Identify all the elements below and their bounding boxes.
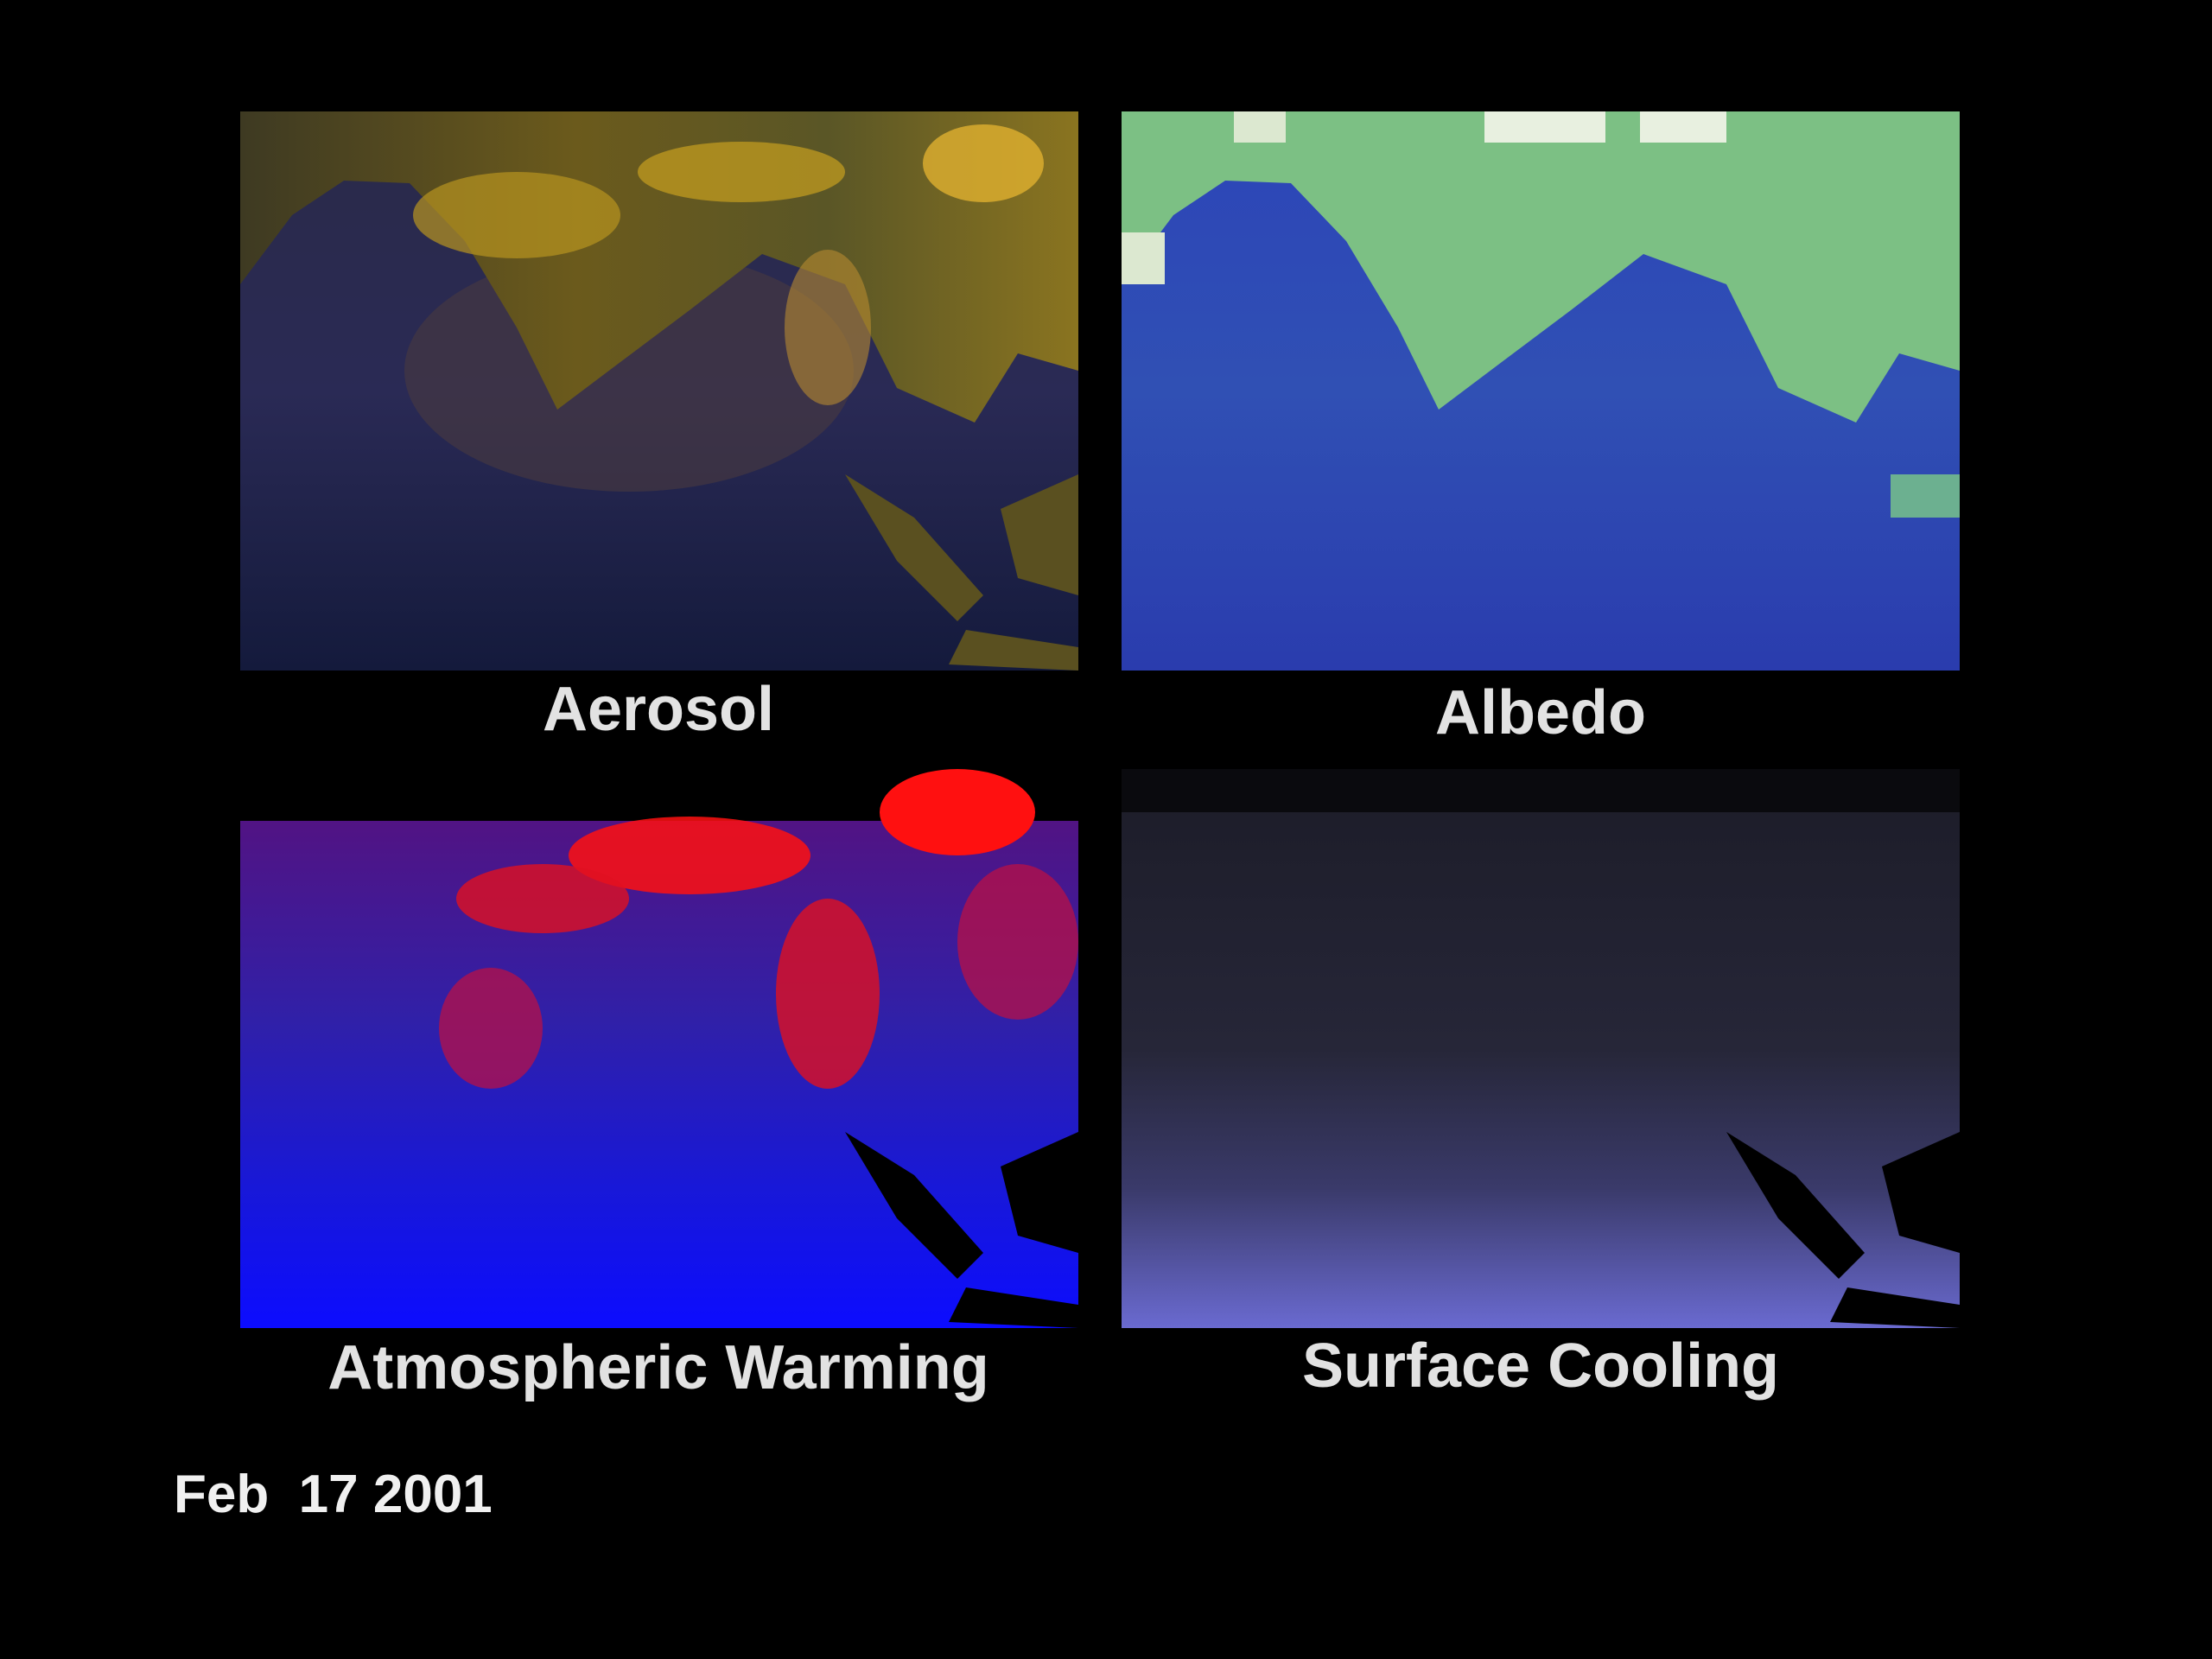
panel-label: Albedo	[1435, 678, 1646, 747]
aerosol-map	[240, 111, 1078, 671]
date-stamp: Feb 17 2001	[174, 1465, 493, 1524]
panel-label: Atmospheric Warming	[327, 1333, 988, 1402]
surface-cooling-map	[1122, 769, 1960, 1328]
albedo-map	[1122, 111, 1960, 671]
atmospheric-warming-map	[240, 769, 1078, 1328]
panel-label: Surface Cooling	[1302, 1332, 1779, 1401]
panel-label: Aerosol	[543, 675, 774, 744]
